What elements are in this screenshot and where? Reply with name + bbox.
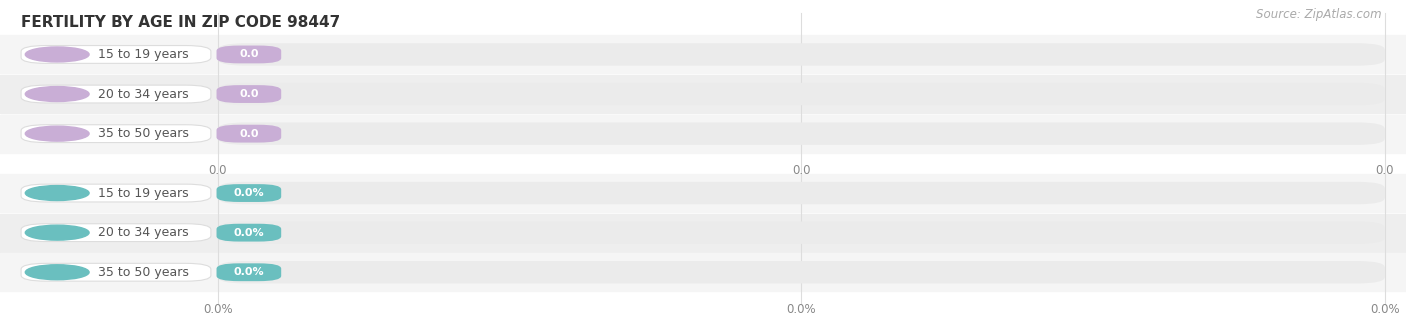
Text: 35 to 50 years: 35 to 50 years [97, 127, 188, 140]
Text: 0.0: 0.0 [1375, 164, 1395, 177]
Bar [0, 75, 1406, 113]
Text: 0.0%: 0.0% [202, 303, 233, 316]
Text: 0.0%: 0.0% [233, 188, 264, 198]
FancyBboxPatch shape [218, 221, 1385, 244]
Circle shape [25, 47, 89, 62]
FancyBboxPatch shape [21, 125, 211, 143]
Text: 20 to 34 years: 20 to 34 years [97, 226, 188, 239]
Bar [0, 36, 1406, 74]
Circle shape [25, 126, 89, 141]
Bar [0, 115, 1406, 152]
FancyBboxPatch shape [218, 182, 1385, 204]
Text: 0.0%: 0.0% [233, 267, 264, 277]
FancyBboxPatch shape [218, 261, 1385, 283]
Text: 0.0%: 0.0% [786, 303, 817, 316]
FancyBboxPatch shape [21, 184, 211, 202]
Text: 15 to 19 years: 15 to 19 years [97, 48, 188, 61]
FancyBboxPatch shape [217, 184, 281, 202]
Text: 35 to 50 years: 35 to 50 years [97, 266, 188, 279]
Text: FERTILITY BY AGE IN ZIP CODE 98447: FERTILITY BY AGE IN ZIP CODE 98447 [21, 15, 340, 30]
FancyBboxPatch shape [218, 43, 1385, 66]
Text: 0.0: 0.0 [239, 129, 259, 139]
FancyBboxPatch shape [21, 224, 211, 242]
FancyBboxPatch shape [217, 85, 281, 103]
Text: 0.0: 0.0 [239, 50, 259, 59]
Bar [0, 214, 1406, 251]
FancyBboxPatch shape [217, 46, 281, 63]
FancyBboxPatch shape [218, 122, 1385, 145]
Circle shape [25, 185, 89, 201]
FancyBboxPatch shape [21, 263, 211, 281]
Text: 0.0: 0.0 [239, 89, 259, 99]
Bar [0, 174, 1406, 212]
Circle shape [25, 86, 89, 102]
Circle shape [25, 265, 89, 280]
FancyBboxPatch shape [217, 224, 281, 242]
Text: 0.0: 0.0 [208, 164, 228, 177]
FancyBboxPatch shape [218, 83, 1385, 105]
Circle shape [25, 225, 89, 240]
Text: 0.0%: 0.0% [233, 228, 264, 238]
Text: Source: ZipAtlas.com: Source: ZipAtlas.com [1257, 8, 1382, 21]
Text: 0.0%: 0.0% [1369, 303, 1400, 316]
Bar [0, 253, 1406, 291]
FancyBboxPatch shape [217, 263, 281, 281]
FancyBboxPatch shape [21, 85, 211, 103]
FancyBboxPatch shape [217, 125, 281, 143]
FancyBboxPatch shape [21, 46, 211, 63]
Text: 20 to 34 years: 20 to 34 years [97, 87, 188, 101]
Text: 15 to 19 years: 15 to 19 years [97, 186, 188, 200]
Text: 0.0: 0.0 [792, 164, 811, 177]
